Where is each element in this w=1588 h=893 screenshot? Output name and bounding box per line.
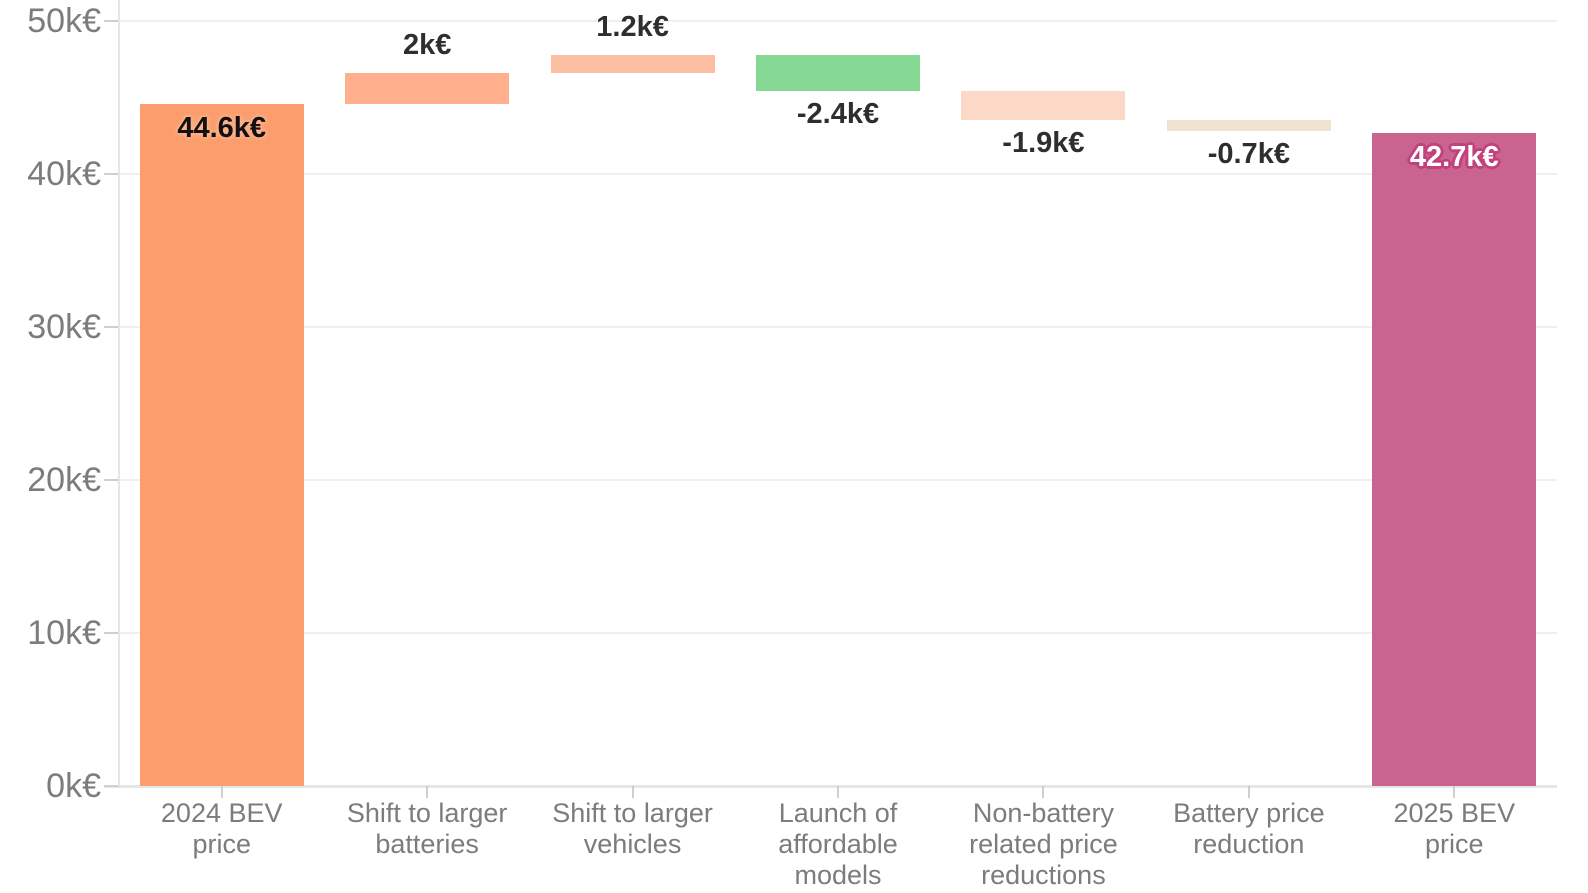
x-tick-battery-price-reduction xyxy=(1247,786,1250,798)
x-axis-label-line: Non-battery xyxy=(972,798,1114,828)
x-axis-label-line: batteries xyxy=(375,829,479,859)
value-label-battery-price-reduction: -0.7k€ xyxy=(1207,138,1290,171)
bar-non-battery-related-price-reductions[interactable] xyxy=(961,91,1126,121)
x-axis-label-2025-bev-price: 2025 BEV price xyxy=(1334,798,1574,860)
x-tick-2025-bev-price xyxy=(1453,786,1456,798)
value-label-2024-bev-price: 44.6k€ xyxy=(177,111,267,144)
bar-launch-of-affordable-models[interactable] xyxy=(756,54,920,92)
y-tick-10 xyxy=(104,632,119,634)
x-axis-label-non-battery-related-price-reductions: Non-battery related price reductions xyxy=(923,798,1163,891)
y-tick-40 xyxy=(104,173,119,175)
x-axis-label-shift-to-larger-batteries: Shift to larger batteries xyxy=(307,798,547,860)
x-axis-line xyxy=(104,785,1557,788)
value-label-2025-bev-price: 42.7k€ xyxy=(1409,140,1499,173)
bar-2025-bev-price[interactable] xyxy=(1372,132,1537,786)
x-axis-label-shift-to-larger-vehicles: Shift to larger vehicles xyxy=(513,798,753,860)
value-label-non-battery-related-price-reductions: -1.9k€ xyxy=(1002,127,1085,160)
y-tick-50 xyxy=(104,20,119,22)
x-tick-non-battery-related-price-reductions xyxy=(1042,786,1045,798)
x-tick-shift-to-larger-vehicles xyxy=(631,786,634,798)
x-axis-label-line: Battery price xyxy=(1173,798,1325,828)
x-axis-label-2024-bev-price: 2024 BEV price xyxy=(102,798,342,860)
y-axis-label-0: 0k€ xyxy=(46,767,101,805)
y-tick-20 xyxy=(104,479,119,481)
y-axis-line xyxy=(118,0,120,786)
y-axis-label-40: 40k€ xyxy=(27,155,101,193)
x-axis-label-line: price xyxy=(192,829,251,859)
y-axis-label-10: 10k€ xyxy=(27,614,101,652)
x-axis-label-launch-of-affordable-models: Launch of affordable models xyxy=(718,798,958,891)
x-axis-label-line: affordable xyxy=(778,829,898,859)
y-axis-label-20: 20k€ xyxy=(27,461,101,499)
x-axis-label-line: Shift to larger xyxy=(552,798,713,828)
y-gridline-40 xyxy=(119,173,1557,175)
bar-shift-to-larger-batteries[interactable] xyxy=(345,73,510,104)
x-tick-2024-bev-price xyxy=(220,786,223,798)
y-gridline-30 xyxy=(119,326,1557,328)
y-gridline-20 xyxy=(119,479,1557,481)
value-label-shift-to-larger-batteries: 2k€ xyxy=(402,29,452,62)
y-axis-label-50: 50k€ xyxy=(27,2,101,40)
y-tick-0 xyxy=(104,785,119,787)
x-axis-label-line: price xyxy=(1425,829,1484,859)
x-axis-label-line: reduction xyxy=(1193,829,1305,859)
x-tick-launch-of-affordable-models xyxy=(837,786,839,798)
x-axis-label-line: Launch of xyxy=(778,798,898,828)
x-axis-label-line: vehicles xyxy=(583,829,682,859)
x-axis-label-battery-price-reduction: Battery price reduction xyxy=(1129,798,1369,860)
y-axis-label-30: 30k€ xyxy=(27,308,101,346)
bar-shift-to-larger-vehicles[interactable] xyxy=(550,54,715,74)
y-gridline-10 xyxy=(119,632,1557,634)
x-axis-label-line: Shift to larger xyxy=(346,798,508,828)
bar-2024-bev-price[interactable] xyxy=(139,103,304,786)
bar-battery-price-reduction[interactable] xyxy=(1166,120,1331,132)
x-tick-shift-to-larger-batteries xyxy=(426,786,429,798)
value-label-launch-of-affordable-models: -2.4k€ xyxy=(796,98,880,131)
x-axis-label-line: models xyxy=(794,860,882,890)
x-axis-label-line: related price xyxy=(969,829,1118,859)
x-axis-label-line: reductions xyxy=(981,860,1106,890)
value-label-shift-to-larger-vehicles: 1.2k€ xyxy=(596,10,669,43)
y-gridline-50 xyxy=(119,20,1557,22)
y-tick-30 xyxy=(104,326,119,328)
x-axis-label-line: 2025 BEV xyxy=(1393,798,1516,828)
x-axis-label-line: 2024 BEV xyxy=(160,798,283,828)
